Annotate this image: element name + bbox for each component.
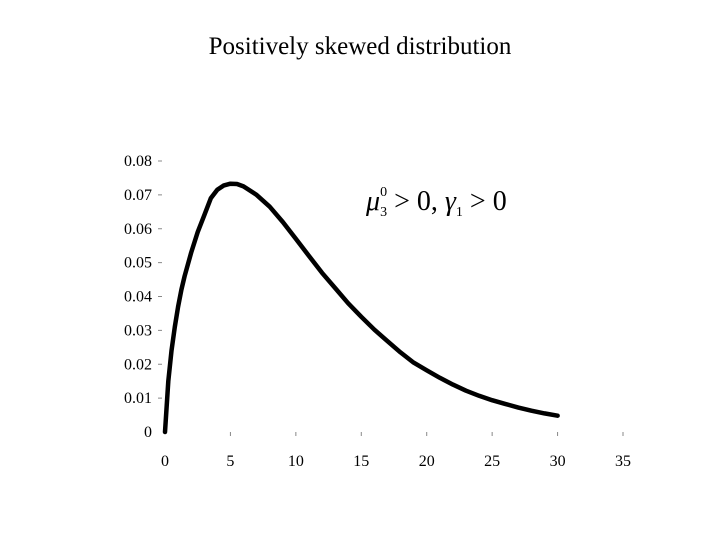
y-tick-label: 0	[144, 424, 152, 441]
y-tick-label: 0.06	[124, 221, 152, 238]
distribution-curve	[162, 181, 560, 435]
y-tick-label: 0.07	[124, 187, 152, 204]
chart-title: Positively skewed distribution	[208, 33, 512, 60]
y-tick-label: 0.02	[124, 356, 152, 373]
x-tick-label: 5	[226, 453, 234, 470]
annot-gamma: γ	[445, 186, 457, 217]
x-tick-label: 30	[550, 453, 566, 470]
x-tick-label: 25	[484, 453, 500, 470]
x-tick-label: 0	[161, 453, 169, 470]
annot-rest1: > 0,	[387, 186, 445, 217]
annot-rest2: > 0	[463, 186, 507, 217]
y-tick-label: 0.05	[124, 255, 152, 272]
y-tick-label: 0.01	[124, 390, 152, 407]
y-tick-label: 0.08	[124, 153, 152, 170]
y-axis-ticks: 0 0.01 0.02 0.03 0.04 0.05 0.06 0.07 0.08	[124, 153, 162, 441]
annot-mu-sup: 0	[380, 185, 387, 200]
x-tick-label: 10	[288, 453, 304, 470]
y-tick-label: 0.03	[124, 322, 152, 339]
x-axis-ticks: 0 5 10 15 20 25 30 35	[161, 432, 631, 470]
x-tick-label: 35	[615, 453, 631, 470]
annot-mu-sub: 3	[380, 205, 387, 220]
x-tick-label: 15	[353, 453, 369, 470]
x-tick-label: 20	[419, 453, 435, 470]
skew-annotation: μ3 0 > 0, γ1 > 0	[365, 185, 507, 220]
annot-mu: μ	[365, 186, 380, 217]
annot-gamma-sub: 1	[456, 205, 463, 220]
y-tick-label: 0.04	[124, 289, 152, 306]
